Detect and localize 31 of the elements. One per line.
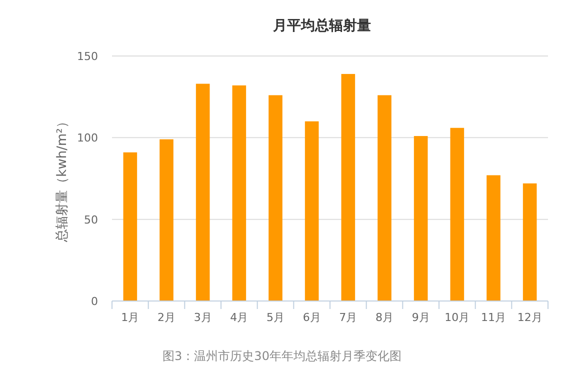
bar [414, 136, 428, 301]
y-tick-label: 0 [91, 295, 98, 308]
bar [268, 95, 282, 301]
caption: 图3：温州市历史30年年均总辐射月季变化图 [162, 349, 402, 363]
x-tick-label: 6月 [302, 311, 321, 324]
x-tick-label: 1月 [121, 311, 140, 324]
x-tick-label: 9月 [412, 311, 430, 324]
y-tick-label: 100 [77, 132, 98, 145]
x-tick-label: 7月 [339, 311, 358, 324]
x-tick-label: 3月 [194, 311, 212, 324]
bar [196, 84, 210, 301]
bar [522, 183, 537, 301]
y-axis-title: 总辐射量（kwh/m²） [55, 115, 70, 243]
x-tick-label: 5月 [266, 311, 284, 324]
x-tick-label: 11月 [481, 311, 506, 324]
x-tick-label: 10月 [444, 311, 470, 324]
bar [341, 74, 356, 301]
y-tick-label: 50 [84, 213, 98, 226]
bar [304, 121, 319, 301]
bar [123, 152, 138, 301]
bar [486, 175, 500, 301]
x-tick-label: 4月 [230, 311, 248, 324]
y-tick-label: 150 [77, 50, 98, 63]
bar [378, 95, 392, 301]
x-tick-label: 2月 [158, 311, 176, 324]
x-tick-label: 12月 [517, 311, 542, 324]
x-tick-label: 8月 [376, 311, 394, 324]
chart-title: 月平均总辐射量 [272, 18, 371, 34]
bar [450, 128, 464, 301]
bar [232, 85, 246, 301]
bar [160, 139, 174, 301]
